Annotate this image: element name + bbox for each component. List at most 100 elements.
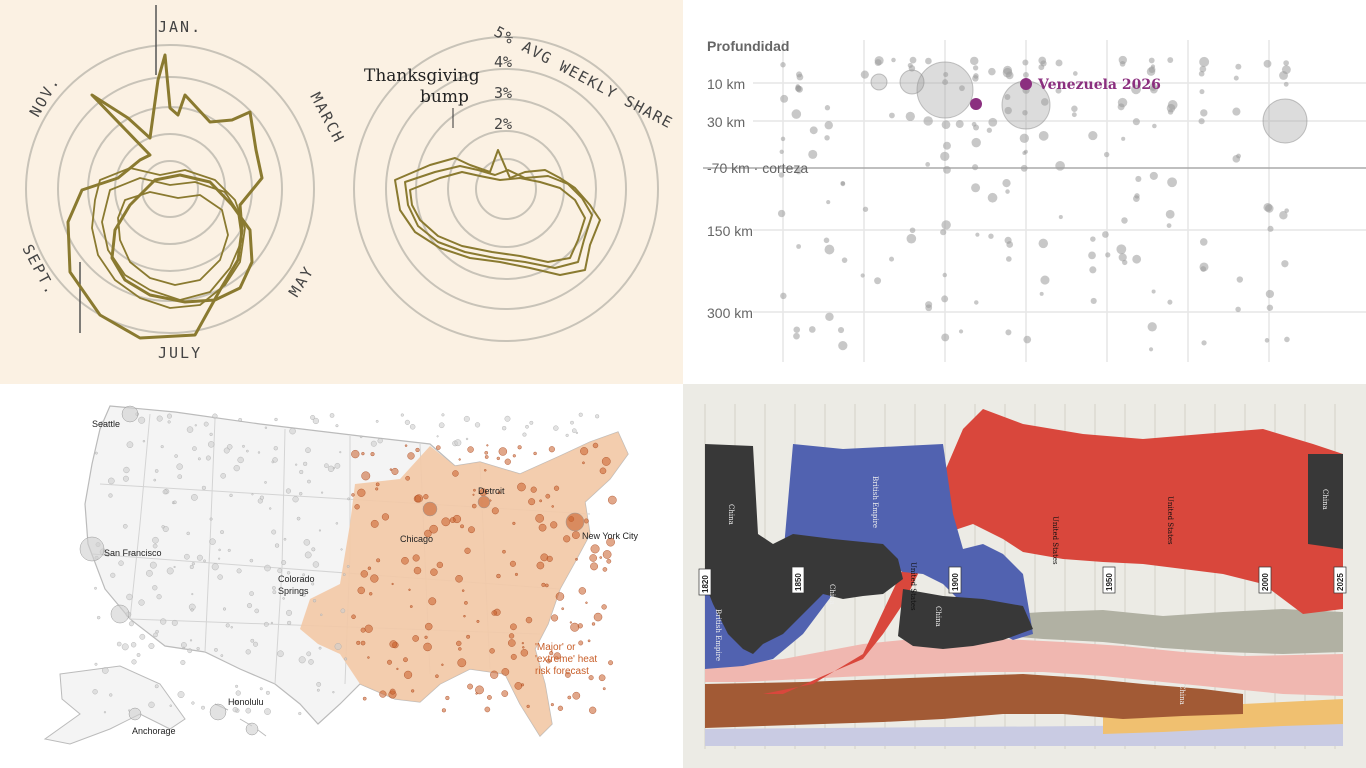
city-dot — [340, 548, 343, 551]
city-dot — [334, 643, 342, 650]
quake-dot — [1121, 136, 1126, 141]
month-label-jan: JAN. — [158, 18, 202, 36]
city-dot — [306, 651, 312, 657]
quake-dot — [1279, 211, 1288, 220]
quake-dot — [1023, 335, 1032, 344]
quake-dot — [777, 209, 786, 218]
city-dot — [404, 670, 413, 679]
city-dot — [234, 700, 239, 705]
city-dot — [367, 566, 372, 570]
city-dot — [551, 505, 554, 508]
city-dot — [356, 640, 361, 645]
quake-dot-large — [899, 69, 925, 95]
city-dot — [298, 711, 302, 716]
city-dot — [369, 592, 373, 596]
city-dot — [463, 614, 466, 618]
band-label-british-2: British Empire — [871, 476, 879, 528]
legend-line-1: 'Major' or — [535, 642, 576, 653]
quake-dot — [889, 256, 895, 262]
city-dot — [154, 684, 159, 689]
city-dot — [589, 706, 597, 714]
city-dot — [575, 431, 578, 434]
city-dot — [467, 446, 474, 453]
city-dot — [209, 538, 216, 545]
city-dot — [177, 474, 183, 479]
city-dot — [201, 485, 206, 490]
city-dot — [569, 621, 572, 624]
city-dot — [461, 589, 465, 592]
city-dot — [595, 414, 600, 419]
city-dot — [312, 561, 320, 568]
quake-dot — [824, 121, 833, 130]
city-dot — [153, 478, 157, 482]
city-dot — [232, 706, 238, 713]
quake-dot — [943, 165, 951, 174]
depth-level-10km: 10 km — [707, 76, 745, 92]
city-dot — [318, 646, 322, 650]
quake-dot — [1132, 118, 1140, 126]
quake-dot — [1199, 56, 1210, 67]
city-dot — [289, 427, 296, 435]
city-dot — [351, 493, 355, 497]
quake-dot — [1264, 338, 1270, 343]
city-dot — [154, 469, 159, 473]
quake-dot — [906, 233, 917, 244]
quake-dot — [1284, 336, 1290, 343]
city-dot — [441, 413, 445, 417]
city-dot — [303, 539, 311, 546]
band-label-china-4: China — [1178, 684, 1186, 705]
city-dot — [413, 566, 422, 575]
city-dot — [496, 573, 501, 579]
city-dot — [408, 588, 411, 591]
depth-panel: Profundidad 10 km 30 km -70 km · corteza… — [683, 0, 1366, 384]
quake-dot — [1072, 71, 1078, 76]
quake-dot — [1198, 70, 1205, 77]
quake-dot — [1165, 209, 1175, 219]
city-label-chicago: Chicago — [400, 534, 433, 544]
quake-dot — [780, 62, 786, 68]
quake-dot — [860, 273, 865, 278]
city-dot — [196, 647, 200, 651]
alaska-outline — [43, 665, 186, 745]
city-dot — [329, 413, 335, 418]
city-dot — [272, 586, 276, 590]
city-dot — [189, 639, 193, 642]
city-dot — [370, 519, 379, 528]
city-dot — [514, 682, 523, 690]
quake-dot — [1006, 256, 1012, 262]
city-dot — [436, 561, 444, 569]
quake-dot — [941, 120, 951, 130]
city-dot — [404, 444, 408, 447]
quake-dot — [1071, 112, 1077, 118]
quake-dot — [1104, 151, 1110, 158]
city-dot — [526, 704, 530, 709]
city-dot — [138, 416, 146, 424]
quake-dot — [1088, 130, 1098, 141]
city-dot — [484, 469, 487, 472]
city-dot — [271, 460, 275, 464]
quake-dot — [925, 57, 932, 65]
quake-dot — [972, 164, 979, 171]
city-dot — [357, 586, 365, 595]
city-dot — [96, 615, 101, 620]
city-dot — [95, 451, 98, 455]
year-label-1950: 1950 — [1105, 573, 1114, 591]
city-dot — [512, 454, 516, 458]
city-dot — [475, 685, 484, 695]
city-dot — [146, 569, 153, 577]
city-dot — [318, 529, 321, 532]
city-dot — [563, 535, 571, 543]
city-dot — [174, 454, 178, 458]
city-dot — [347, 497, 350, 501]
quake-dot — [1235, 63, 1242, 70]
city-dot — [245, 649, 251, 655]
band-label-british-1: British Empire — [714, 609, 722, 661]
city-dot — [598, 674, 606, 682]
city-dot — [220, 473, 226, 479]
quake-dot — [874, 59, 882, 67]
city-dot — [522, 646, 525, 649]
city-dot — [203, 559, 206, 563]
quake-dot — [971, 137, 981, 148]
city-dot — [572, 691, 581, 700]
city-dot — [351, 614, 356, 620]
